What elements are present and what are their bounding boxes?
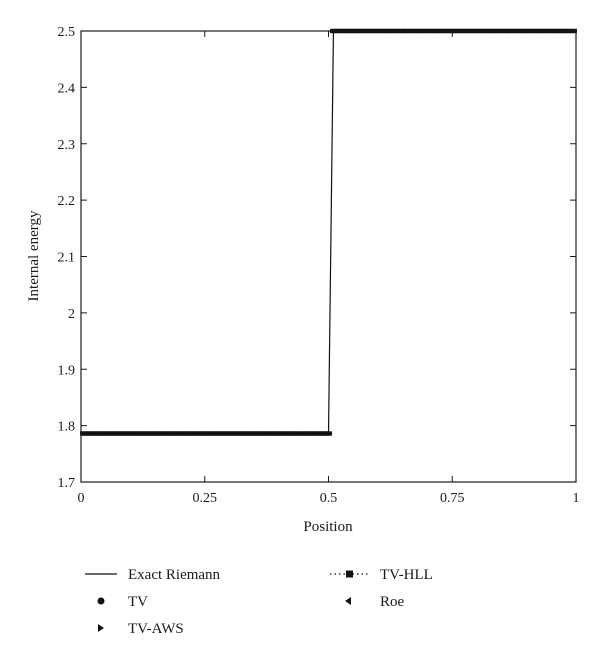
- legend-label: TV: [128, 594, 148, 610]
- legend: Exact Riemann TV TV-AWS TV-HLL Roe: [85, 567, 433, 637]
- legend-triangle-left-icon: [345, 597, 351, 605]
- legend-triangle-right-icon: [98, 624, 104, 632]
- y-tick-label: 2.2: [58, 194, 76, 209]
- x-axis-ticks: 0 0.25 0.5 0.75 1: [78, 31, 580, 506]
- legend-label: Exact Riemann: [128, 567, 221, 583]
- y-tick-label: 2.5: [58, 25, 76, 40]
- legend-item: Roe: [345, 594, 405, 610]
- y-tick-label: 2.4: [58, 81, 76, 96]
- y-tick-label: 2: [68, 307, 75, 322]
- legend-label: Roe: [380, 594, 405, 610]
- legend-circle-icon: [97, 597, 105, 605]
- legend-label: TV-AWS: [128, 621, 184, 637]
- x-axis-label: Position: [303, 519, 353, 535]
- roe-point: [327, 431, 332, 437]
- exact-riemann-line: [81, 30, 576, 435]
- series-roe: [79, 28, 577, 437]
- x-tick-label: 0.5: [320, 491, 338, 506]
- x-tick-label: 0.75: [440, 491, 465, 506]
- legend-item: Exact Riemann: [85, 567, 221, 583]
- y-tick-label: 1.7: [58, 476, 76, 491]
- legend-item: TV-AWS: [98, 621, 184, 637]
- legend-square-icon: [346, 570, 353, 578]
- y-tick-label: 1.8: [58, 420, 76, 435]
- x-tick-label: 1: [573, 491, 580, 506]
- plot-area-frame: [80, 30, 577, 483]
- y-tick-label: 2.3: [58, 138, 76, 153]
- legend-item: TV-HLL: [330, 567, 433, 583]
- data-lines: [81, 30, 576, 435]
- data-markers: [79, 28, 578, 437]
- y-axis-label: Internal energy: [26, 210, 42, 301]
- legend-item: TV: [97, 594, 148, 610]
- y-axis-ticks: 1.7 1.8 1.9 2 2.1 2.2 2.3 2.4 2.5: [58, 25, 576, 491]
- series-tv: [79, 28, 578, 436]
- series-tv-hll: [80, 29, 577, 436]
- y-tick-label: 1.9: [58, 363, 76, 378]
- x-tick-label: 0.25: [193, 491, 218, 506]
- x-tick-label: 0: [78, 491, 85, 506]
- y-tick-label: 2.1: [58, 251, 76, 266]
- legend-label: TV-HLL: [380, 567, 433, 583]
